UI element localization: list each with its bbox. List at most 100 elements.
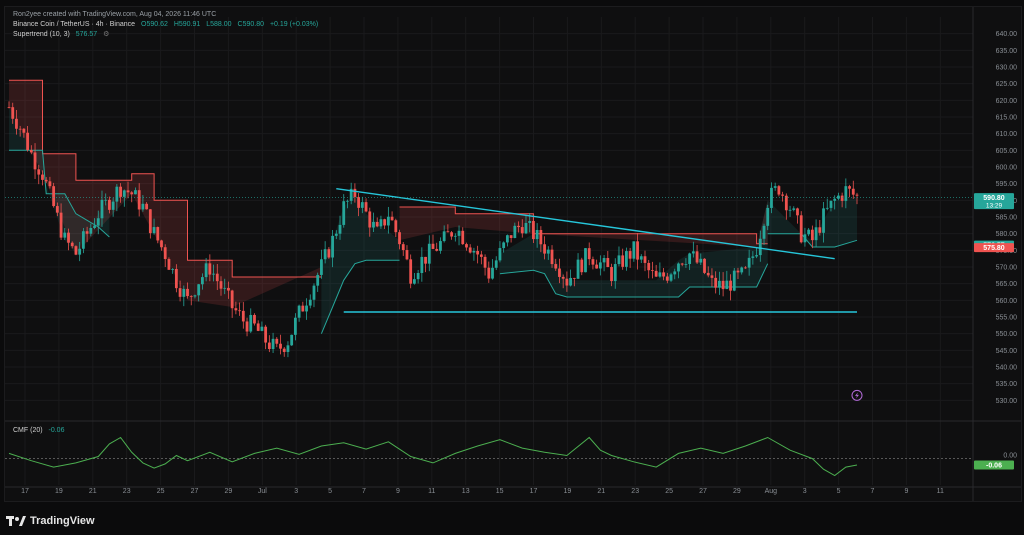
candle-body xyxy=(439,241,442,251)
ohlc-change: +0.19 (+0.03%) xyxy=(269,21,319,28)
candle-body xyxy=(22,128,26,133)
candle-body xyxy=(360,202,364,208)
cmf-header[interactable]: CMF (20) -0.06 xyxy=(13,427,68,434)
candle-body xyxy=(498,248,502,261)
candle-body xyxy=(491,267,494,279)
y-tick-label: 585.00 xyxy=(996,215,1018,222)
price-label-text: 575.80 xyxy=(983,245,1005,252)
candle-body xyxy=(803,234,807,243)
candle-body xyxy=(253,314,256,324)
candle-body xyxy=(688,253,692,264)
candle-body xyxy=(625,251,628,267)
candle-body xyxy=(606,258,610,268)
candle-body xyxy=(282,348,286,352)
candle-body xyxy=(732,270,736,291)
candle-body xyxy=(509,235,513,238)
chart-frame[interactable]: 17 19 21 23 25 27 29 Jul 3 5 7 9 11 13 15 17 19 21 23 25 27 2… xyxy=(4,6,1022,502)
x-tick-label: 27 xyxy=(699,488,707,495)
candle-body xyxy=(710,275,714,278)
y-tick-label: 540.00 xyxy=(996,365,1018,372)
candle-body xyxy=(89,227,93,234)
candle-body xyxy=(773,186,777,188)
candle-body xyxy=(186,288,189,296)
candle-body xyxy=(193,295,197,297)
candle-body xyxy=(338,224,342,234)
candle-body xyxy=(15,118,18,129)
candle-body xyxy=(751,256,755,258)
y-tick-label: 635.00 xyxy=(996,48,1018,55)
candle-body xyxy=(290,334,294,346)
supertrend-line xyxy=(9,149,110,238)
candle-body xyxy=(550,249,554,265)
candle-body xyxy=(565,278,569,286)
cmf-label: CMF (20) xyxy=(13,427,43,434)
candle-body xyxy=(74,246,78,255)
candle-body xyxy=(684,263,688,265)
price-label-text: 590.80 xyxy=(983,195,1005,202)
candle-body xyxy=(617,255,621,265)
candle-body xyxy=(755,255,758,257)
ohlc-low: L588.00 xyxy=(206,21,232,28)
y-tick-label: 630.00 xyxy=(996,65,1018,72)
candle-body xyxy=(349,188,353,201)
candle-body xyxy=(364,202,368,212)
price-chart[interactable]: 17 19 21 23 25 27 29 Jul 3 5 7 9 11 13 15 17 19 21 23 25 27 2… xyxy=(5,7,1021,501)
candle-body xyxy=(513,225,517,238)
price-label-box xyxy=(974,243,1014,253)
candle-body xyxy=(721,280,725,290)
candle-body xyxy=(346,200,349,202)
x-tick-label: 23 xyxy=(631,488,639,495)
candle-body xyxy=(833,198,837,201)
x-tick-label: 23 xyxy=(123,488,131,495)
cmf-value-text: -0.06 xyxy=(986,462,1002,469)
candle-body xyxy=(182,288,186,297)
candle-body xyxy=(160,240,163,248)
candle-body xyxy=(494,260,498,268)
candle-body xyxy=(532,221,535,240)
y-tick-label: 550.00 xyxy=(996,331,1018,338)
candle-body xyxy=(658,272,662,277)
candle-body xyxy=(673,271,677,275)
candle-body xyxy=(598,262,602,269)
y-tick-label: 555.00 xyxy=(996,315,1018,322)
candle-body xyxy=(587,248,591,260)
candle-body xyxy=(691,251,695,254)
candle-body xyxy=(122,190,126,197)
candle-body xyxy=(639,256,643,260)
candle-body xyxy=(677,263,680,272)
candle-body xyxy=(520,227,524,234)
candle-body xyxy=(613,264,617,282)
x-tick-label: 15 xyxy=(496,488,504,495)
y-tick-label: 545.00 xyxy=(996,348,1018,355)
candle-body xyxy=(18,128,22,130)
candle-body xyxy=(572,277,576,279)
x-tick-label: 3 xyxy=(803,488,807,495)
candle-body xyxy=(602,258,606,263)
candle-body xyxy=(398,232,401,245)
candle-body xyxy=(654,270,658,277)
candle-body xyxy=(204,263,208,278)
cmf-value-box xyxy=(974,460,1014,470)
candle-body xyxy=(781,194,785,196)
x-tick-label: 27 xyxy=(191,488,199,495)
y-tick-label: 580.00 xyxy=(996,231,1018,238)
candle-body xyxy=(70,242,74,247)
candle-body xyxy=(267,342,271,350)
candle-body xyxy=(293,317,297,335)
candle-body xyxy=(130,192,134,195)
settings-icon[interactable]: ⚙ xyxy=(103,31,110,38)
candle-body xyxy=(137,190,141,210)
candle-body xyxy=(33,152,37,170)
ohlc-high: H590.91 xyxy=(173,21,201,28)
candle-body xyxy=(55,206,59,213)
indicator-line[interactable]: Supertrend (10, 3) 576.57 ⚙ xyxy=(13,30,113,38)
supertrend-line xyxy=(9,79,322,278)
candle-body xyxy=(628,251,632,259)
y-tick-label: 600.00 xyxy=(996,165,1018,172)
candle-body xyxy=(260,326,264,331)
candle-body xyxy=(234,308,238,311)
candle-body xyxy=(840,195,844,201)
candle-body xyxy=(610,267,613,282)
candle-body xyxy=(446,231,450,233)
candle-body xyxy=(848,186,851,189)
